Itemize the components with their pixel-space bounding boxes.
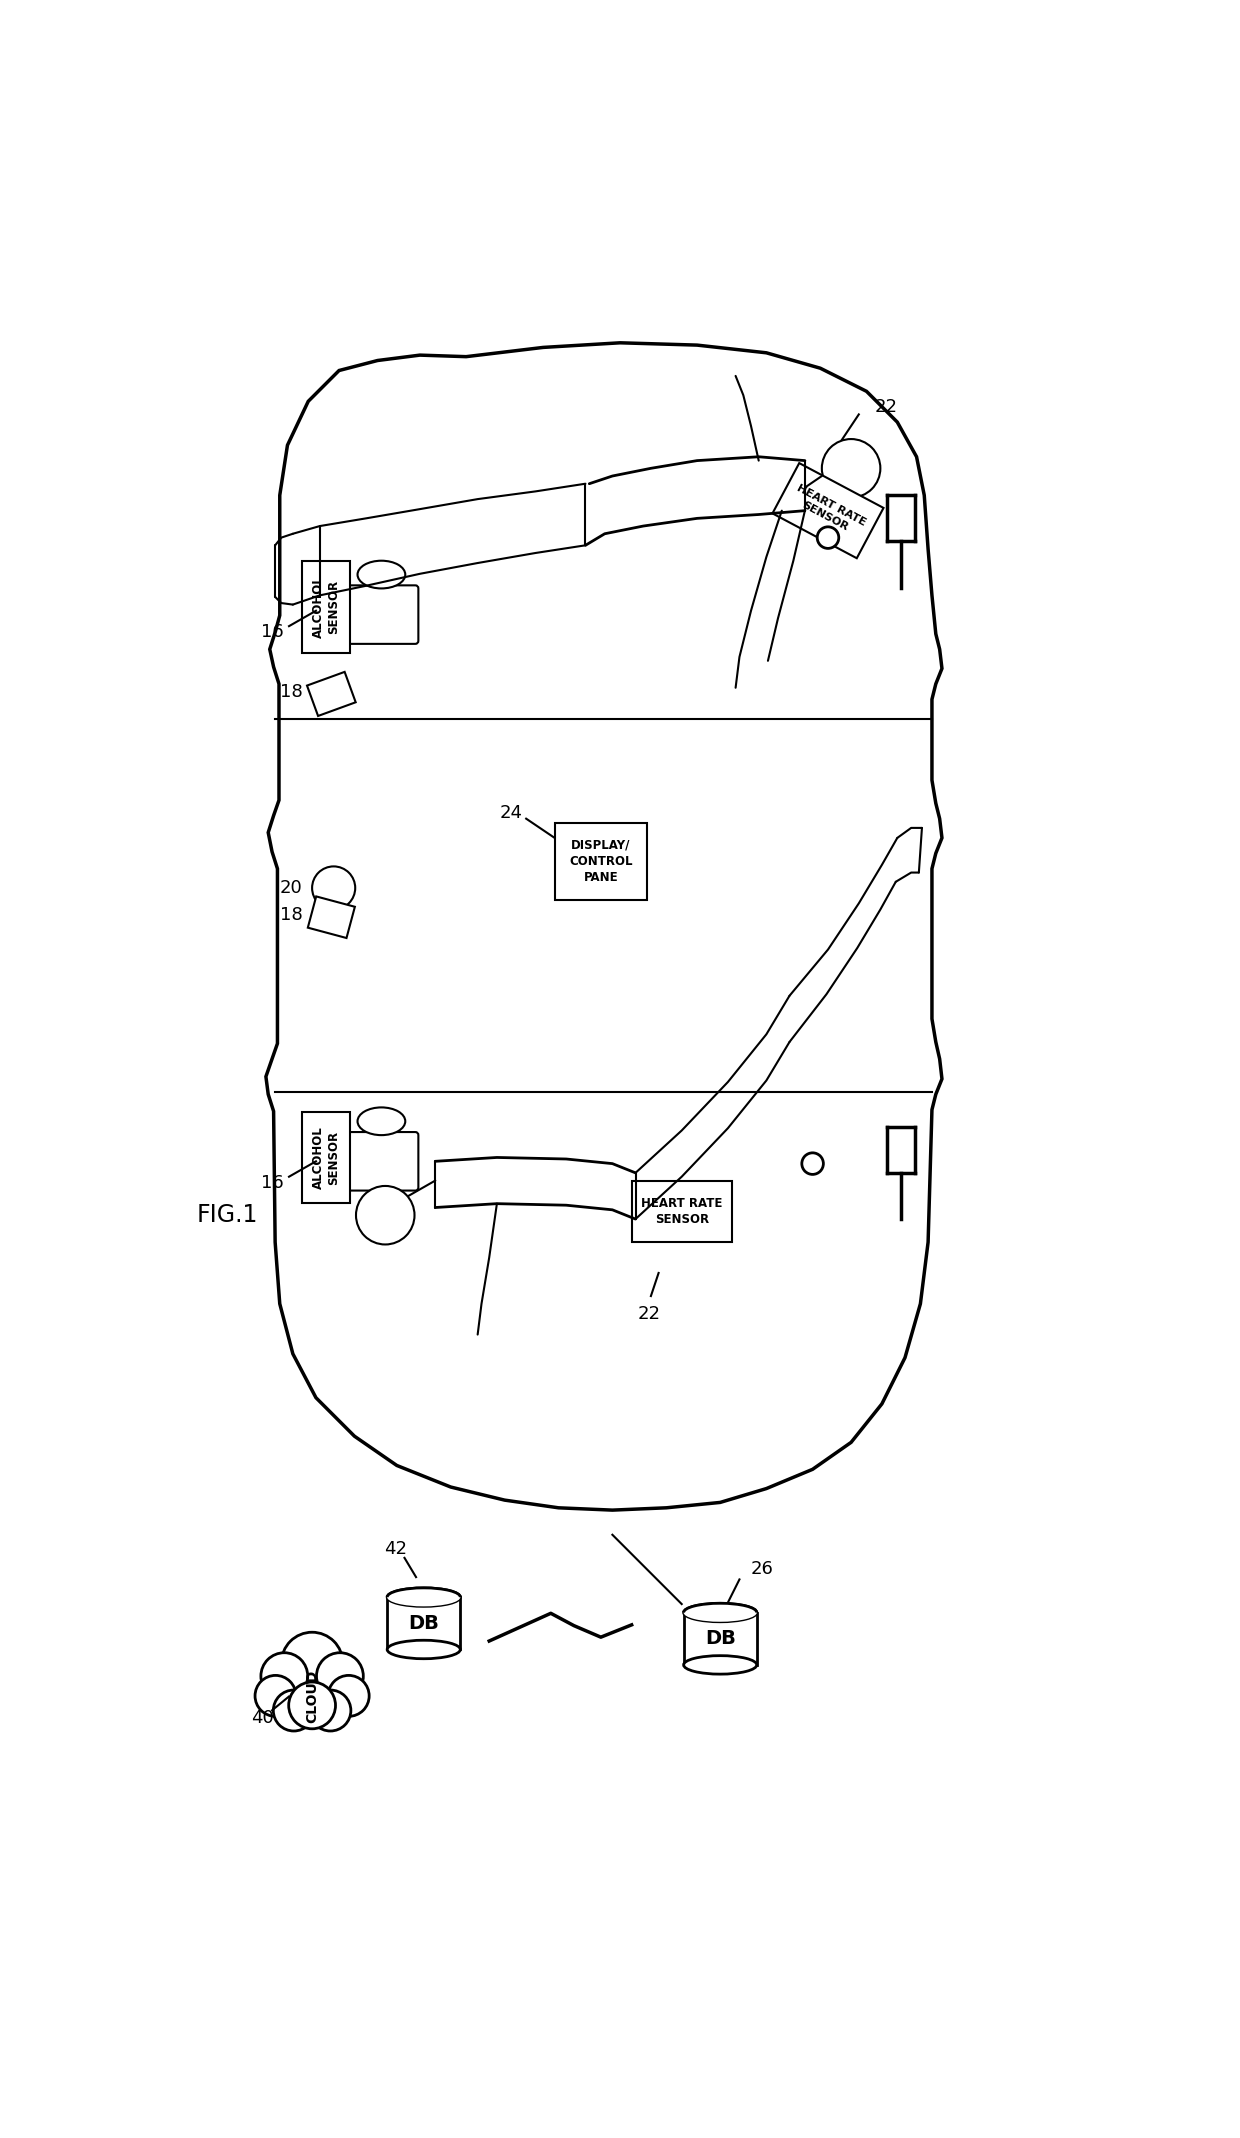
Polygon shape xyxy=(265,342,942,1509)
Ellipse shape xyxy=(387,1589,460,1606)
Circle shape xyxy=(260,1653,308,1700)
FancyBboxPatch shape xyxy=(345,586,418,644)
Circle shape xyxy=(289,1683,336,1730)
Text: 24: 24 xyxy=(500,804,522,823)
FancyBboxPatch shape xyxy=(773,464,884,558)
Text: FIG.1: FIG.1 xyxy=(197,1204,258,1227)
Circle shape xyxy=(310,1689,351,1732)
Circle shape xyxy=(281,1631,342,1693)
Ellipse shape xyxy=(683,1655,756,1674)
Bar xyxy=(308,896,355,939)
Text: HEART RATE
SENSOR: HEART RATE SENSOR xyxy=(641,1197,723,1225)
Text: DB: DB xyxy=(704,1629,735,1648)
Bar xyxy=(387,1597,460,1651)
Text: 26: 26 xyxy=(751,1561,774,1578)
Ellipse shape xyxy=(357,560,405,588)
Text: HEART RATE
SENSOR: HEART RATE SENSOR xyxy=(789,483,867,539)
FancyBboxPatch shape xyxy=(631,1180,732,1242)
Bar xyxy=(308,671,356,716)
Ellipse shape xyxy=(683,1604,756,1623)
Text: DISPLAY/
CONTROL
PANE: DISPLAY/ CONTROL PANE xyxy=(569,838,632,883)
Circle shape xyxy=(802,1152,823,1174)
Text: 20: 20 xyxy=(280,879,303,898)
Circle shape xyxy=(329,1676,370,1717)
Text: 22: 22 xyxy=(874,398,898,415)
FancyBboxPatch shape xyxy=(345,1131,418,1191)
Circle shape xyxy=(316,1653,363,1700)
Text: CLOUD: CLOUD xyxy=(305,1670,319,1723)
Bar xyxy=(683,1612,756,1666)
Text: 16: 16 xyxy=(260,1174,284,1191)
Circle shape xyxy=(822,438,880,498)
Text: ALCOHOL
SENSOR: ALCOHOL SENSOR xyxy=(311,1127,341,1189)
FancyBboxPatch shape xyxy=(303,560,350,652)
Circle shape xyxy=(817,526,838,547)
Text: ALCOHOL
SENSOR: ALCOHOL SENSOR xyxy=(311,575,341,639)
Text: 16: 16 xyxy=(260,624,284,641)
Text: DB: DB xyxy=(408,1614,439,1633)
FancyBboxPatch shape xyxy=(554,823,647,900)
Circle shape xyxy=(312,866,355,909)
Text: 18: 18 xyxy=(280,907,303,924)
Ellipse shape xyxy=(387,1589,460,1606)
Ellipse shape xyxy=(387,1640,460,1659)
Ellipse shape xyxy=(357,1107,405,1135)
Circle shape xyxy=(356,1187,414,1244)
Circle shape xyxy=(255,1676,296,1717)
Text: 18: 18 xyxy=(280,682,303,701)
Circle shape xyxy=(273,1689,314,1732)
Text: 22: 22 xyxy=(637,1304,661,1323)
Ellipse shape xyxy=(683,1604,756,1623)
Text: 40: 40 xyxy=(250,1708,274,1728)
Text: 42: 42 xyxy=(383,1539,407,1559)
FancyBboxPatch shape xyxy=(303,1112,350,1204)
